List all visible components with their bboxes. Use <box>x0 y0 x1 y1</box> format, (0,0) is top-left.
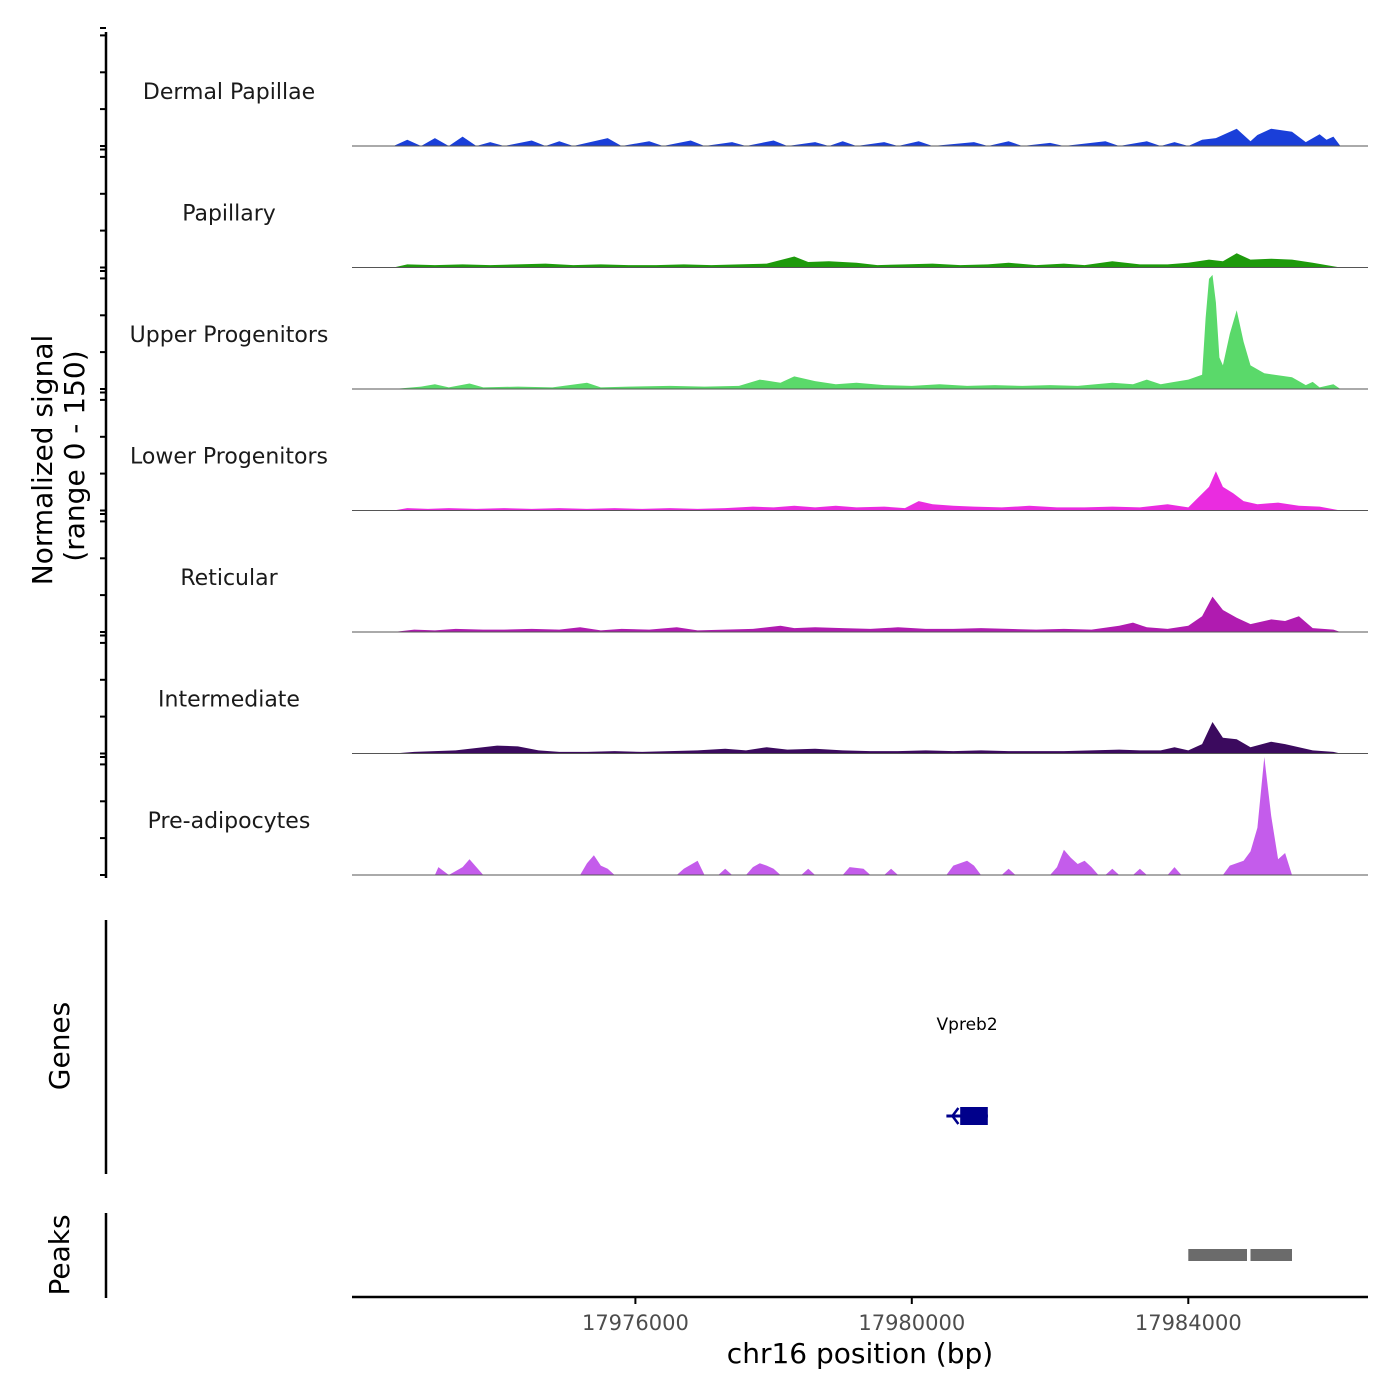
signal-area <box>393 471 1341 511</box>
signal-area <box>400 757 1292 875</box>
gene-vpreb2: Vpreb2 <box>937 1015 998 1125</box>
peak-region <box>1188 1249 1247 1261</box>
track-pre-adipocytes: Pre-adipocytes <box>148 757 1368 876</box>
x-axis-title: chr16 position (bp) <box>727 1337 993 1370</box>
peaks-track <box>1188 1249 1292 1261</box>
track-label: Intermediate <box>158 688 300 713</box>
gene-name-label: Vpreb2 <box>937 1015 998 1035</box>
track-label: Papillary <box>182 202 276 227</box>
genes-track: Vpreb2 <box>937 1015 998 1125</box>
left-axes <box>100 27 108 1298</box>
x-tick-label: 17976000 <box>582 1311 689 1335</box>
genes-panel-title: Genes <box>43 1002 76 1090</box>
strand-arrow-icon <box>950 1107 960 1125</box>
peak-region <box>1250 1249 1292 1261</box>
signal-area <box>393 253 1341 268</box>
signal-area <box>393 274 1341 389</box>
track-dermal-papillae: Dermal Papillae <box>143 80 1368 147</box>
track-lower-progenitors: Lower Progenitors <box>130 445 1368 511</box>
track-intermediate: Intermediate <box>158 688 1368 754</box>
track-label: Lower Progenitors <box>130 445 328 470</box>
track-upper-progenitors: Upper Progenitors <box>130 274 1368 390</box>
x-tick-label: 17984000 <box>1135 1311 1242 1335</box>
y-axis-title-line2: (range 0 - 150) <box>58 350 91 561</box>
peaks-panel-title: Peaks <box>43 1214 76 1295</box>
coverage-tracks: Dermal Papillae Papillary Upper Progenitor… <box>130 80 1368 876</box>
signal-area <box>393 722 1341 754</box>
track-papillary: Papillary <box>182 202 1368 268</box>
track-label: Reticular <box>180 566 278 591</box>
x-tick-label: 17980000 <box>858 1311 965 1335</box>
track-label: Pre-adipocytes <box>148 809 311 834</box>
track-label: Upper Progenitors <box>130 323 329 348</box>
gene-exon <box>960 1107 988 1125</box>
y-axis-title-line1: Normalized signal <box>26 335 59 586</box>
track-label: Dermal Papillae <box>143 80 315 105</box>
signal-area <box>393 596 1341 632</box>
signal-area <box>393 128 1341 146</box>
x-axis: 17976000 17980000 17984000 <box>352 1295 1368 1335</box>
track-reticular: Reticular <box>180 566 1368 633</box>
